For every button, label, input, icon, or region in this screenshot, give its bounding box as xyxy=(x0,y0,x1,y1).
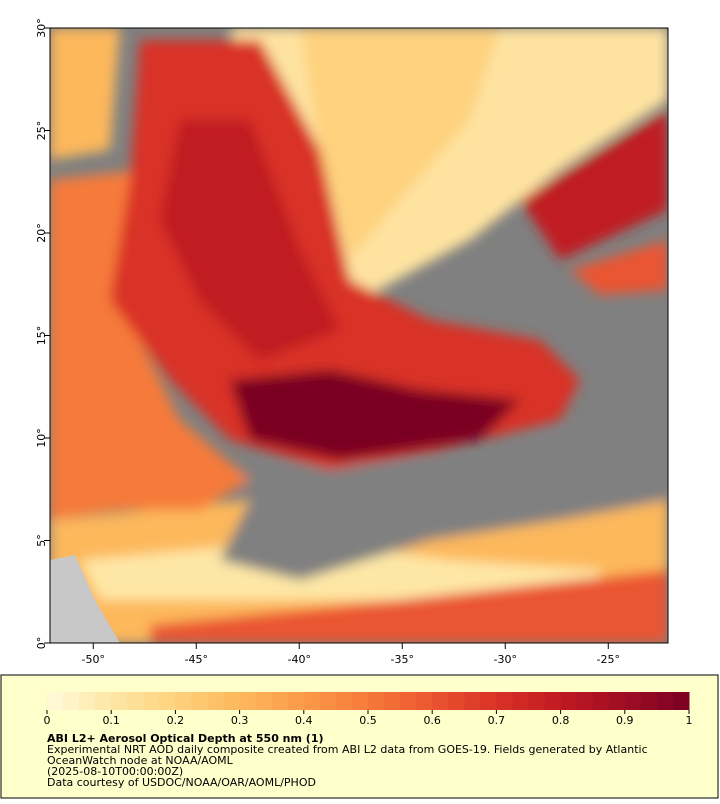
legend-line: Data courtesy of USDOC/NOAA/OAR/AOML/PHO… xyxy=(47,776,316,789)
colorbar-cell xyxy=(576,692,594,710)
colorbar-cell xyxy=(368,692,385,710)
y-tick-label: 15° xyxy=(35,326,48,346)
colorbar-cell xyxy=(351,692,369,710)
colorbar-cell xyxy=(271,692,289,710)
x-tick-label: -50° xyxy=(82,653,105,666)
colorbar-cell xyxy=(223,692,241,710)
colorbar-tick-label: 0.8 xyxy=(552,714,570,727)
x-tick-label: -40° xyxy=(288,653,311,666)
colorbar-cell xyxy=(528,692,546,710)
colorbar-tick-label: 0.7 xyxy=(488,714,506,727)
y-tick-label: 5° xyxy=(35,534,48,547)
legend-title: ABI L2+ Aerosol Optical Depth at 550 nm … xyxy=(47,732,324,745)
colorbar-tick-label: 0.1 xyxy=(102,714,120,727)
colorbar-cell xyxy=(287,692,305,710)
colorbar-tick-label: 1 xyxy=(686,714,693,727)
colorbar-cell xyxy=(143,692,160,710)
colorbar-cell xyxy=(207,692,225,710)
colorbar-cell xyxy=(560,692,578,710)
y-tick-label: 10° xyxy=(35,428,48,448)
colorbar-cell xyxy=(544,692,562,710)
colorbar-cell xyxy=(175,692,192,710)
colorbar-cell xyxy=(79,692,96,710)
aod-field xyxy=(50,28,668,643)
x-tick-label: -45° xyxy=(185,653,208,666)
colorbar-tick-label: 0.3 xyxy=(231,714,249,727)
colorbar-cell xyxy=(127,692,144,710)
legend-line: Experimental NRT AOD daily composite cre… xyxy=(47,743,648,756)
x-tick-label: -35° xyxy=(391,653,414,666)
colorbar-tick-label: 0.2 xyxy=(167,714,185,727)
colorbar-cell xyxy=(111,692,128,710)
colorbar-tick-label: 0.5 xyxy=(359,714,377,727)
colorbar-cell xyxy=(239,692,257,710)
colorbar-cell xyxy=(47,692,64,710)
y-tick-label: 30° xyxy=(35,18,48,38)
colorbar-cell xyxy=(255,692,273,710)
colorbar-cell xyxy=(159,692,176,710)
colorbar-cell xyxy=(95,692,112,710)
colorbar-cell xyxy=(656,692,674,710)
colorbar-cell xyxy=(608,692,626,710)
colorbar-cell xyxy=(448,692,465,710)
colorbar-cell xyxy=(335,692,353,710)
y-tick-label: 0° xyxy=(35,637,48,650)
legend-line: (2025-08-10T00:00:00Z) xyxy=(47,765,183,778)
y-tick-label: 20° xyxy=(35,223,48,243)
colorbar-cell xyxy=(496,692,513,710)
colorbar-cell xyxy=(384,692,401,710)
colorbar-cell xyxy=(640,692,658,710)
colorbar-tick-label: 0 xyxy=(44,714,51,727)
colorbar-cell xyxy=(432,692,449,710)
x-tick-label: -30° xyxy=(494,653,517,666)
x-tick-label: -25° xyxy=(597,653,620,666)
colorbar-tick-label: 0.6 xyxy=(423,714,441,727)
colorbar-cell xyxy=(416,692,433,710)
colorbar-cell xyxy=(592,692,610,710)
colorbar-tick-label: 0.9 xyxy=(616,714,634,727)
colorbar-tick-label: 0.4 xyxy=(295,714,313,727)
colorbar-cell xyxy=(63,692,80,710)
colorbar-cell xyxy=(319,692,337,710)
colorbar-cell xyxy=(512,692,529,710)
colorbar-cell xyxy=(624,692,642,710)
colorbar-cell xyxy=(672,692,690,710)
colorbar-cell xyxy=(480,692,497,710)
colorbar-cell xyxy=(303,692,321,710)
colorbar-cell xyxy=(191,692,208,710)
legend-line: OceanWatch node at NOAA/AOML xyxy=(47,754,234,767)
colorbar-cell xyxy=(400,692,417,710)
colorbar-cell xyxy=(464,692,481,710)
y-tick-label: 25° xyxy=(35,121,48,141)
